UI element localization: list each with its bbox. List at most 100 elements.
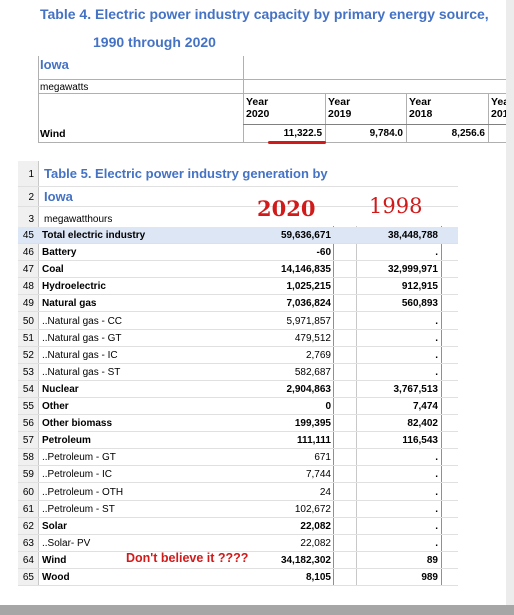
value-2020: 2,904,863 (286, 383, 332, 395)
table4-year-header: Year 2020 (246, 96, 269, 120)
window-bottom-bar (0, 605, 514, 615)
table-row: 61 ..Petroleum - ST 102,672. (18, 501, 458, 518)
value-1998: . (435, 469, 438, 481)
value-2020: 5,971,857 (286, 315, 332, 327)
value-2020: 671 (314, 452, 331, 464)
row-number: 50 (22, 315, 34, 327)
gutter-divider (38, 161, 39, 585)
table-row: 62 Solar 22,082. (18, 518, 458, 535)
value-2020: -60 (316, 247, 331, 259)
table4-title-line2: 1990 through 2020 (93, 34, 216, 50)
row-number: 54 (22, 383, 34, 395)
row-label: Battery (42, 247, 77, 259)
value-1998: . (435, 520, 438, 532)
table4-header-top-border (38, 93, 514, 94)
row-label: ..Petroleum - IC (42, 469, 113, 481)
value-1998: . (435, 349, 438, 361)
row-label: ..Petroleum - ST (42, 503, 115, 515)
value-1998: . (435, 332, 438, 344)
table4-grid-v (243, 56, 244, 143)
value-2020: 2,769 (305, 349, 331, 361)
value-2020: 1,025,215 (286, 281, 332, 293)
value-2020: 22,082 (300, 537, 331, 549)
row-divider (18, 260, 458, 262)
row-number: 55 (22, 401, 34, 412)
value-2020: 479,512 (294, 332, 331, 344)
table4-title-line1: Table 4. Electric power industry capacit… (40, 6, 489, 22)
table-row: 52 ..Natural gas - IC 2,769. (18, 347, 458, 364)
value-2020: 24 (319, 486, 331, 498)
year-value: 2018 (409, 108, 433, 120)
row-label: Petroleum (42, 435, 91, 447)
value-1998: 116,543 (402, 435, 438, 447)
table-row: 54 Nuclear 2,904,863 3,767,513 (18, 381, 458, 398)
year-value: 2019 (328, 108, 352, 120)
row-label: Solar (42, 520, 68, 532)
row-number: 58 (22, 452, 34, 464)
value-1998: 82,402 (407, 418, 438, 430)
table4-wind-2019: 9,784.0 (369, 128, 403, 139)
row-number: 57 (22, 435, 34, 447)
table4-year-header: Year 2018 (409, 96, 432, 120)
row-divider (18, 567, 458, 569)
table4-state: Iowa (40, 57, 69, 72)
row-label: ..Natural gas - GT (42, 332, 122, 344)
row-number: 64 (22, 554, 34, 566)
table4-grid-v (488, 93, 489, 143)
table4-wind-2020: 11,322.5 (283, 128, 322, 139)
value-2020: 199,395 (294, 418, 331, 430)
table-row: 50 ..Natural gas - CC 5,971,857. (18, 313, 458, 330)
year-label: Year (409, 96, 432, 108)
row-divider (18, 396, 458, 398)
row-number: 62 (22, 520, 34, 532)
table5-grid-v (441, 226, 442, 585)
row-label: Nuclear (42, 383, 79, 395)
row-divider (18, 482, 458, 484)
row-divider (18, 294, 458, 296)
row-divider (18, 431, 458, 433)
row-number: 1 (28, 169, 34, 180)
value-2020: 59,636,671 (280, 230, 331, 241)
table4-year-header: Year 2019 (328, 96, 351, 120)
table4-units-top-border (38, 79, 514, 80)
value-1998: 560,893 (401, 298, 438, 310)
red-underline-annotation (268, 141, 326, 144)
row-number: 51 (22, 332, 34, 344)
row-number: 52 (22, 349, 34, 361)
window-right-edge (506, 0, 514, 605)
row-label: ..Petroleum - OTH (42, 486, 124, 498)
value-1998: . (435, 537, 438, 549)
table-row: 49 Natural gas 7,036,824 560,893 (18, 295, 458, 313)
row-divider (18, 585, 458, 587)
annotation-wind-note: Don't believe it ???? (126, 551, 249, 565)
row-label: ..Solar- PV (42, 537, 91, 549)
value-1998: . (435, 452, 438, 464)
row-number: 48 (22, 281, 34, 293)
year-label: Year (246, 96, 269, 108)
table-row: 48 Hydroelectric 1,025,215 912,915 (18, 278, 458, 296)
row-label: Total electric industry (42, 230, 146, 241)
value-2020: 111,111 (297, 435, 331, 447)
value-1998: . (435, 247, 438, 259)
table-row: 65 Wood 8,105 989 (18, 569, 458, 587)
row-divider (18, 499, 458, 501)
row-number: 2 (28, 192, 34, 203)
row-divider (18, 345, 458, 347)
row-label: Coal (42, 264, 64, 276)
row-number: 47 (22, 264, 34, 276)
row-divider (18, 277, 458, 279)
table5-state: Iowa (44, 189, 73, 204)
row-divider (18, 243, 458, 245)
table-row: 47 Coal 14,146,835 32,999,971 (18, 261, 458, 279)
value-2020: 8,105 (305, 572, 331, 583)
value-1998: 3,767,513 (393, 383, 439, 395)
row-label: ..Natural gas - ST (42, 366, 121, 378)
value-2020: 102,672 (294, 503, 331, 515)
row-number: 59 (22, 469, 34, 481)
row-label: ..Natural gas - CC (42, 315, 123, 327)
annotation-year-2020: 2020 (257, 196, 316, 221)
table-row: 45 Total electric industry 59,636,671 38,44… (18, 227, 458, 245)
value-2020: 7,744 (305, 469, 331, 481)
value-1998: . (435, 315, 438, 327)
row-number: 45 (22, 230, 34, 241)
